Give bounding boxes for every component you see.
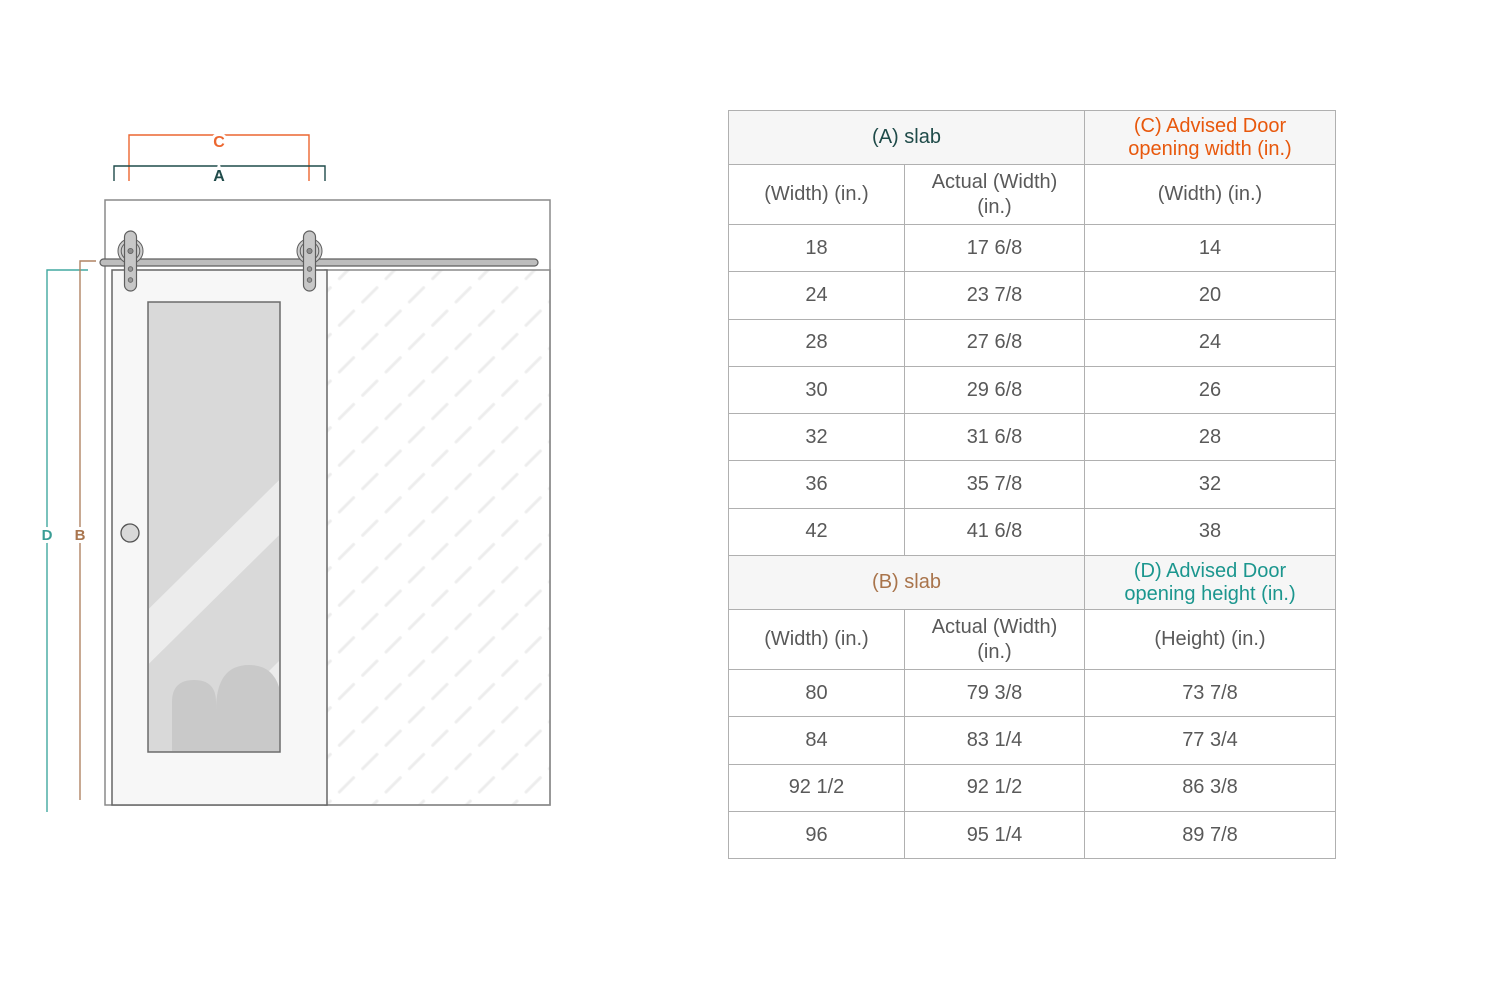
svg-text:C: C (213, 134, 225, 151)
svg-text:A: A (213, 168, 225, 185)
svg-text:B: B (75, 527, 86, 544)
svg-text:D: D (42, 527, 53, 544)
